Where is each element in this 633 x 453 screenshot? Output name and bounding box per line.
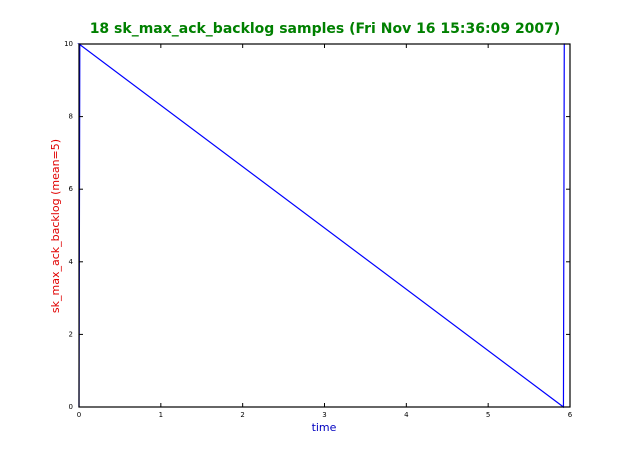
chart-title: 18 sk_max_ack_backlog samples (Fri Nov 1… xyxy=(90,21,561,37)
y-tick-label: 4 xyxy=(69,258,74,266)
y-tick-label: 0 xyxy=(69,403,73,411)
x-tick-label: 1 xyxy=(159,411,163,419)
x-axis-label: time xyxy=(312,421,337,434)
data-line xyxy=(77,43,566,409)
x-tick-label: 6 xyxy=(568,411,573,419)
y-tick-label: 8 xyxy=(69,113,73,121)
x-tick-label: 3 xyxy=(322,411,326,419)
x-tick-label: 4 xyxy=(404,411,409,419)
y-tick-label: 2 xyxy=(69,330,73,338)
x-tick-label: 2 xyxy=(240,411,244,419)
y-tick-label: 6 xyxy=(69,185,74,193)
y-tick-label: 10 xyxy=(64,40,73,48)
x-tick-label: 0 xyxy=(77,411,81,419)
y-axis-label: sk_max_ack_backlog (mean=5) xyxy=(49,139,62,313)
x-tick-label: 5 xyxy=(486,411,490,419)
